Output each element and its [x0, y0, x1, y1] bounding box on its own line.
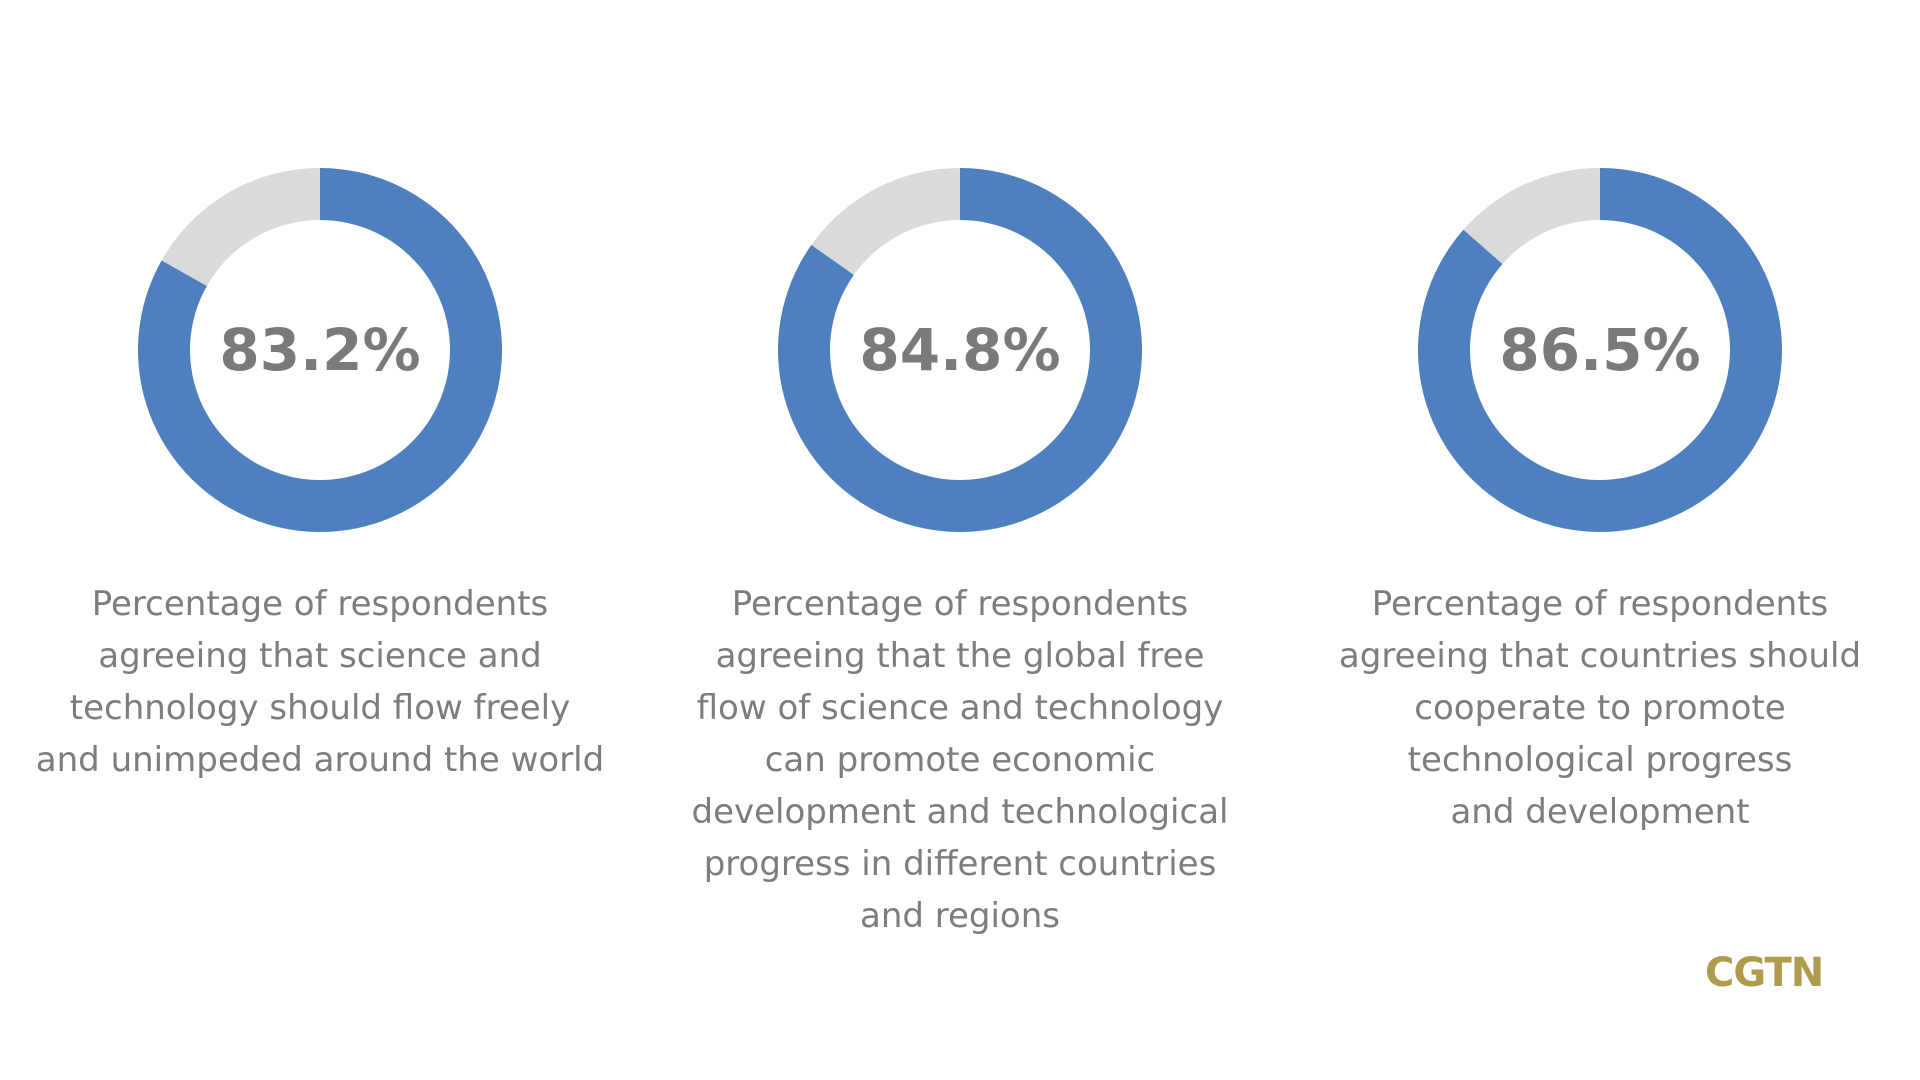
donut-chart-2: 84.8% [778, 168, 1142, 532]
donut-chart-3: 86.5% [1418, 168, 1782, 532]
chart-caption-1: Percentage of respondents agreeing that … [35, 584, 605, 780]
donut-segment-remaining [811, 168, 960, 275]
donut-segment-remaining [1463, 168, 1600, 265]
chart-panel-3: 86.5% Percentage of respondents agreeing… [1280, 0, 1920, 1080]
donut-center-label: 84.8% [859, 316, 1060, 384]
donut-center-label: 86.5% [1499, 316, 1700, 384]
donut-segment-remaining [161, 168, 320, 286]
chart-caption-3: Percentage of respondents agreeing that … [1338, 584, 1862, 832]
donut-center-label: 83.2% [219, 316, 420, 384]
donut-chart-1: 83.2% [137, 168, 502, 532]
chart-caption-2: Percentage of respondents agreeing that … [691, 584, 1229, 936]
chart-panel-2: 84.8% Percentage of respondents agreeing… [640, 0, 1280, 1080]
chart-panel-1: 83.2% Percentage of respondents agreeing… [0, 0, 640, 1080]
cgtn-logo: CGTN [1705, 950, 1824, 996]
